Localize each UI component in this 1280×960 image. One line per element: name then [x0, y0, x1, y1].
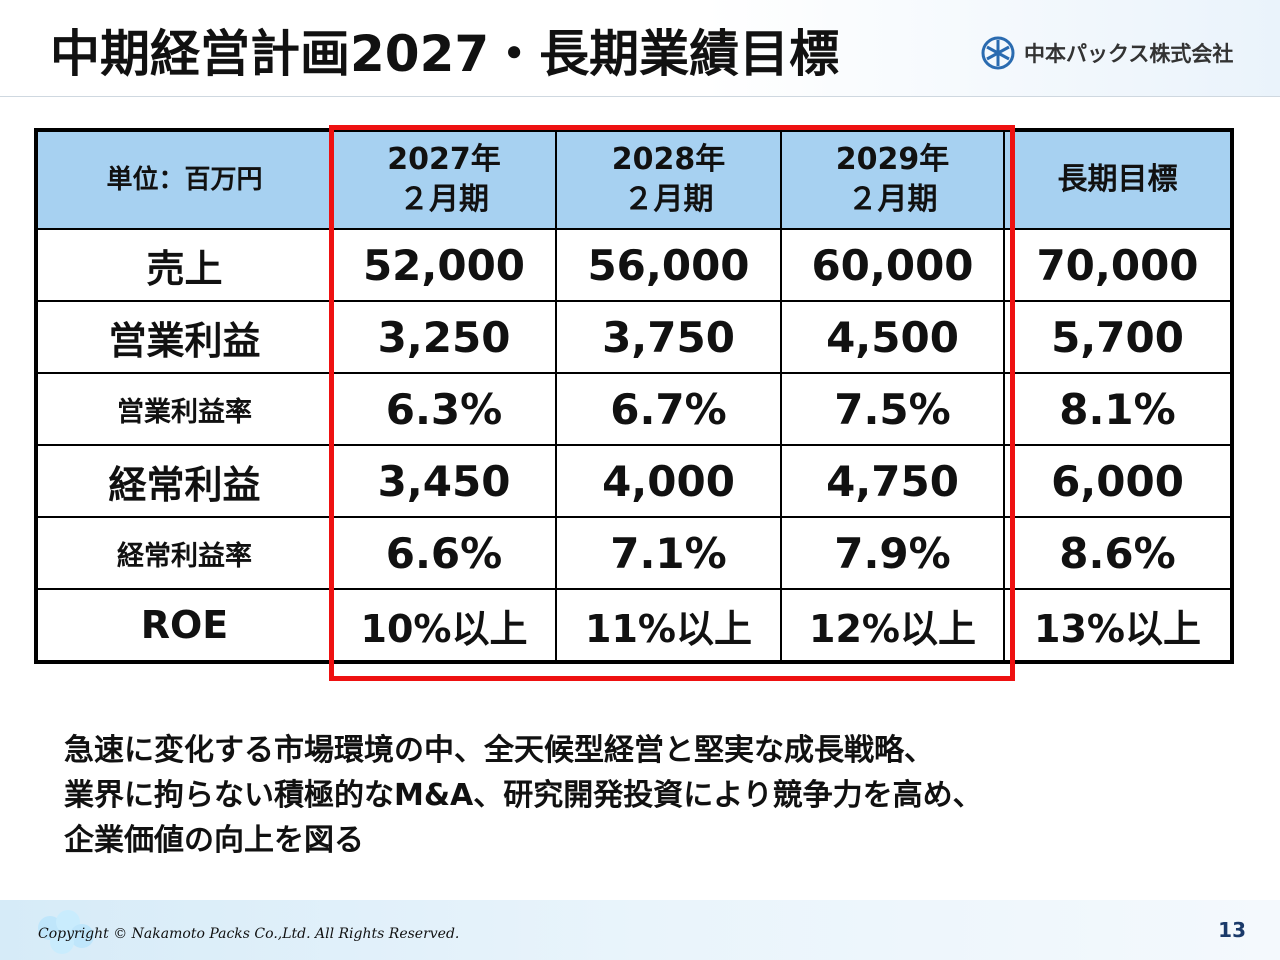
- table-cell: 6,000: [1003, 444, 1233, 518]
- table-row: 営業利益率 6.3% 6.7% 7.5% 8.1%: [35, 372, 1233, 446]
- row-label: 経常利益率: [35, 516, 333, 590]
- message-line: 急速に変化する市場環境の中、全天候型経営と堅実な成長戦略、: [64, 733, 934, 768]
- message-line: 業界に拘らない積極的なM&A、研究開発投資により競争力を高め、: [64, 778, 983, 813]
- strategy-message: 急速に変化する市場環境の中、全天候型経営と堅実な成長戦略、 業界に拘らない積極的…: [64, 728, 983, 863]
- table-cell: 10%以上: [331, 588, 557, 663]
- company-name: 中本パックス株式会社: [1024, 42, 1234, 66]
- table-row: ROE 10%以上 11%以上 12%以上 13%以上: [35, 588, 1233, 663]
- table-row: 売上 52,000 56,000 60,000 70,000: [35, 228, 1233, 302]
- table-cell: 12%以上: [780, 588, 1005, 663]
- slide-footer: Copyright © Nakamoto Packs Co.,Ltd. All …: [0, 900, 1280, 960]
- table-header-row: 単位：百万円 2027年 ２月期 2028年 ２月期 2029年 ２月期 長期目標: [35, 129, 1233, 230]
- page-number: 13: [1218, 918, 1246, 942]
- table-cell: 5,700: [1003, 300, 1233, 374]
- unit-label: 単位：百万円: [35, 129, 333, 230]
- table-cell: 70,000: [1003, 228, 1233, 302]
- table-cell: 13%以上: [1003, 588, 1233, 663]
- table-cell: 7.5%: [780, 372, 1005, 446]
- table-row: 経常利益 3,450 4,000 4,750 6,000: [35, 444, 1233, 518]
- column-header: 2029年 ２月期: [780, 129, 1005, 230]
- table-cell: 3,250: [331, 300, 557, 374]
- row-label: 経常利益: [35, 444, 333, 518]
- slide-header: 中期経営計画2027・長期業績目標 中本パックス株式会社: [0, 0, 1280, 97]
- row-label: 営業利益: [35, 300, 333, 374]
- table-cell: 52,000: [331, 228, 557, 302]
- message-line: 企業価値の向上を図る: [64, 823, 364, 858]
- company-logo-icon: [981, 36, 1015, 70]
- table-cell: 3,450: [331, 444, 557, 518]
- table-cell: 6.6%: [331, 516, 557, 590]
- copyright-text: Copyright © Nakamoto Packs Co.,Ltd. All …: [38, 926, 460, 942]
- table-cell: 56,000: [555, 228, 782, 302]
- table-cell: 4,750: [780, 444, 1005, 518]
- table-cell: 3,750: [555, 300, 782, 374]
- table-cell: 7.9%: [780, 516, 1005, 590]
- column-header: 2028年 ２月期: [555, 129, 782, 230]
- flower-decoration-icon: [38, 910, 94, 954]
- company-logo: 中本パックス株式会社: [980, 32, 1233, 74]
- row-label: ROE: [35, 588, 333, 663]
- row-label: 営業利益率: [35, 372, 333, 446]
- table-cell: 6.3%: [331, 372, 557, 446]
- table-cell: 11%以上: [555, 588, 782, 663]
- performance-table: 単位：百万円 2027年 ２月期 2028年 ２月期 2029年 ２月期 長期目標 売…: [34, 128, 1234, 664]
- table-cell: 7.1%: [555, 516, 782, 590]
- table-cell: 4,500: [780, 300, 1005, 374]
- row-label: 売上: [35, 228, 333, 302]
- column-header: 2027年 ２月期: [331, 129, 557, 230]
- table-row: 営業利益 3,250 3,750 4,500 5,700: [35, 300, 1233, 374]
- table-cell: 8.1%: [1003, 372, 1233, 446]
- table-cell: 8.6%: [1003, 516, 1233, 590]
- page-title: 中期経営計画2027・長期業績目標: [50, 25, 840, 83]
- table-row: 経常利益率 6.6% 7.1% 7.9% 8.6%: [35, 516, 1233, 590]
- table-cell: 60,000: [780, 228, 1005, 302]
- table-cell: 6.7%: [555, 372, 782, 446]
- column-header: 長期目標: [1003, 129, 1233, 230]
- table-cell: 4,000: [555, 444, 782, 518]
